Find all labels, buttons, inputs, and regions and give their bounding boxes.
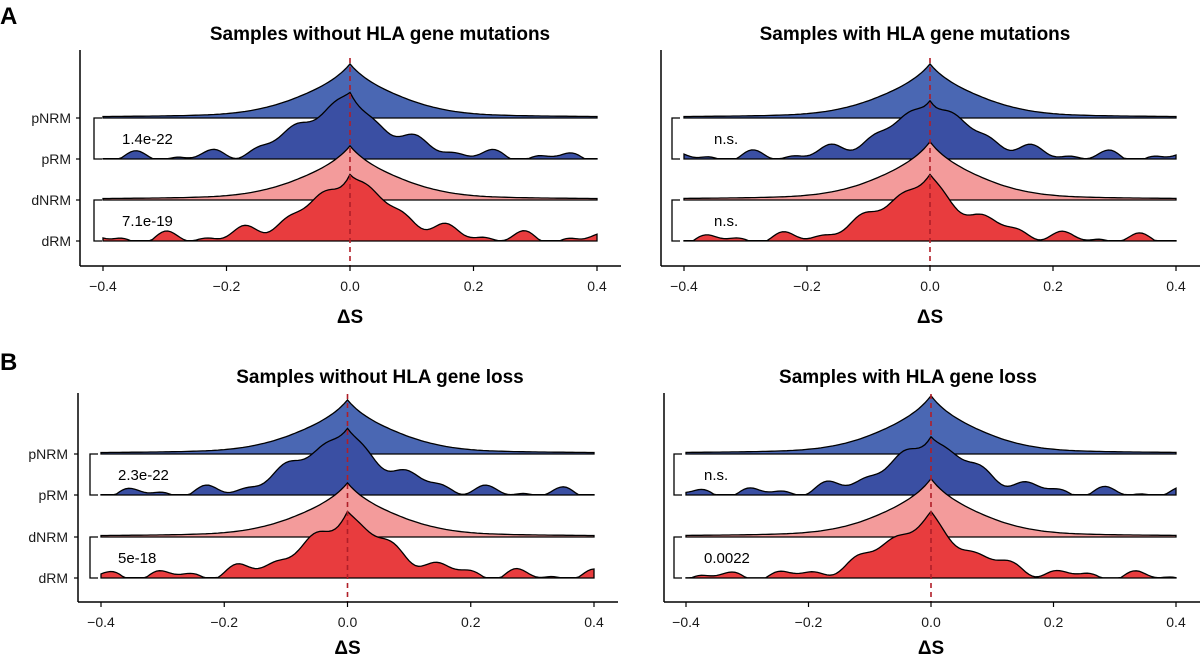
x-tick-label: −0.2 xyxy=(213,278,241,294)
x-tick-label: −0.2 xyxy=(210,614,238,630)
panel-letter-a: A xyxy=(0,3,17,30)
x-axis-label: ΔS xyxy=(918,638,944,656)
y-tick-label: dNRM xyxy=(28,529,68,545)
ridge-dRM xyxy=(683,173,1177,242)
p-value-label: 0.0022 xyxy=(704,550,750,567)
ridge-pNRM xyxy=(683,62,1177,119)
comparison-bracket xyxy=(671,199,680,242)
p-value-label: 5e-18 xyxy=(118,550,156,567)
chart-panel-3: Samples without HLA gene loss pNRM pRM dNRM… xyxy=(28,367,618,656)
charts-container: Samples without HLA gene mutations pNRM pR… xyxy=(28,24,1200,656)
chart-title: Samples without HLA gene loss xyxy=(236,367,524,388)
x-tick-label: 0.2 xyxy=(1043,278,1063,294)
y-tick-label: pRM xyxy=(41,151,71,167)
p-value-label: 7.1e-19 xyxy=(122,213,173,230)
ridge-dNRM xyxy=(100,481,595,538)
x-tick-label: 0.4 xyxy=(1166,278,1186,294)
ridge-pRM xyxy=(683,99,1177,160)
comparison-bracket xyxy=(93,117,102,160)
p-value-label: n.s. xyxy=(704,467,728,484)
chart-title: Samples without HLA gene mutations xyxy=(210,24,550,45)
chart-panel-2: Samples with HLA gene mutations −0.4 −0.2 0… xyxy=(660,24,1200,328)
x-tick-label: 0.2 xyxy=(464,278,484,294)
chart-panel-1: Samples without HLA gene mutations pNRM pR… xyxy=(31,24,621,328)
x-tick-label: −0.4 xyxy=(87,614,115,630)
y-tick-label: dNRM xyxy=(31,192,71,208)
ridge-dRM xyxy=(100,510,595,579)
x-tick-label: 0.0 xyxy=(920,278,940,294)
ridge-pNRM xyxy=(100,398,595,455)
x-tick-label: −0.4 xyxy=(672,614,700,630)
x-tick-label: −0.2 xyxy=(795,614,823,630)
x-tick-label: 0.0 xyxy=(340,278,360,294)
x-tick-label: 0.4 xyxy=(587,278,607,294)
y-tick-label: pNRM xyxy=(28,446,68,462)
x-tick-label: −0.4 xyxy=(89,278,117,294)
chart-panel-4: Samples with HLA gene loss −0.4 −0.2 0.0 0.2… xyxy=(663,367,1200,656)
y-tick-label: pRM xyxy=(38,487,68,503)
p-value-label: 2.3e-22 xyxy=(118,467,169,484)
ridge-dNRM xyxy=(102,144,598,201)
x-axis-label: ΔS xyxy=(337,307,363,328)
ridge-dRM xyxy=(685,510,1177,579)
ridge-dRM xyxy=(102,173,598,242)
panel-letter-b: B xyxy=(0,349,17,376)
x-tick-label: −0.2 xyxy=(793,278,821,294)
comparison-bracket xyxy=(89,453,98,496)
chart-title: Samples with HLA gene loss xyxy=(779,367,1037,388)
chart-title: Samples with HLA gene mutations xyxy=(760,24,1071,45)
comparison-bracket xyxy=(93,199,102,242)
x-tick-label: 0.0 xyxy=(338,614,358,630)
comparison-bracket xyxy=(89,536,98,579)
comparison-bracket xyxy=(671,117,680,160)
x-tick-label: 0.4 xyxy=(584,614,604,630)
comparison-bracket xyxy=(673,453,682,496)
y-tick-label: dRM xyxy=(41,233,71,249)
ridge-pRM xyxy=(685,435,1177,496)
x-tick-label: 0.2 xyxy=(461,614,481,630)
y-tick-label: dRM xyxy=(38,570,68,586)
p-value-label: 1.4e-22 xyxy=(122,131,173,148)
x-axis-label: ΔS xyxy=(917,307,943,328)
ridge-pNRM xyxy=(102,62,598,119)
ridge-dNRM xyxy=(685,477,1177,538)
p-value-label: n.s. xyxy=(714,213,738,230)
y-tick-label: pNRM xyxy=(31,110,71,126)
x-axis-label: ΔS xyxy=(334,638,360,656)
x-tick-label: −0.4 xyxy=(670,278,698,294)
comparison-bracket xyxy=(673,536,682,579)
p-value-label: n.s. xyxy=(714,131,738,148)
x-tick-label: 0.2 xyxy=(1044,614,1064,630)
x-tick-label: 0.4 xyxy=(1166,614,1186,630)
x-tick-label: 0.0 xyxy=(921,614,941,630)
